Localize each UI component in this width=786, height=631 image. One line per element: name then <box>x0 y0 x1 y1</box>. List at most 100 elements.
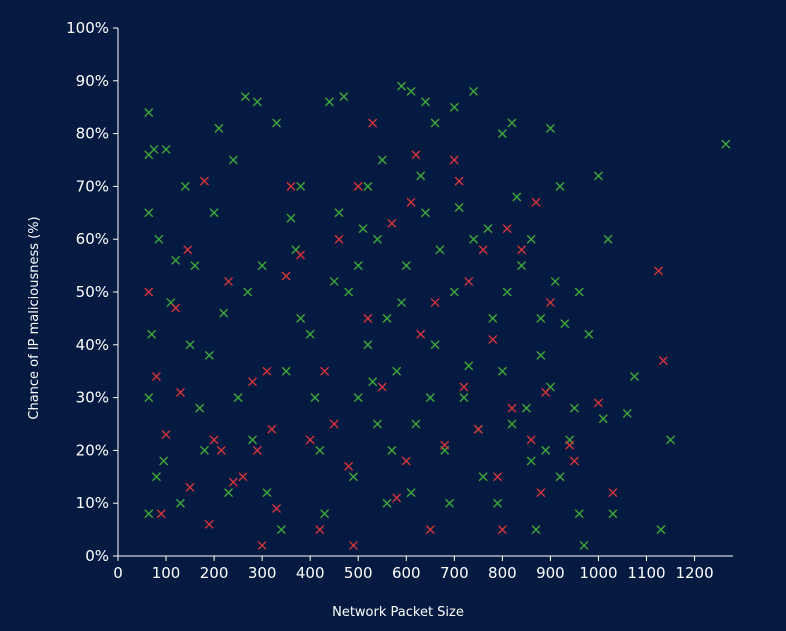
scatter-point <box>171 303 181 313</box>
scatter-point <box>579 540 589 550</box>
scatter-point <box>315 525 325 535</box>
scatter-point <box>252 445 262 455</box>
scatter-point <box>536 313 546 323</box>
scatter-point <box>459 382 469 392</box>
plot-marks <box>144 81 731 550</box>
y-axis-title: Chance of IP maliciousness (%) <box>27 216 42 419</box>
scatter-point <box>454 203 464 213</box>
scatter-point <box>151 472 161 482</box>
scatter-point <box>156 509 166 519</box>
scatter-point <box>144 393 154 403</box>
scatter-point <box>368 118 378 128</box>
scatter-point <box>329 419 339 429</box>
scatter-point <box>454 176 464 186</box>
y-tick-label: 60% <box>76 230 109 248</box>
scatter-point <box>666 435 676 445</box>
scatter-point <box>175 498 185 508</box>
scatter-point <box>536 488 546 498</box>
scatter-point <box>502 287 512 297</box>
scatter-point <box>449 287 459 297</box>
x-tick-label: 700 <box>440 564 469 582</box>
scatter-point <box>526 456 536 466</box>
scatter-point <box>478 245 488 255</box>
scatter-point <box>286 213 296 223</box>
scatter-point <box>372 234 382 244</box>
scatter-point <box>216 445 226 455</box>
scatter-point <box>421 208 430 218</box>
scatter-point <box>387 218 397 228</box>
scatter-point <box>401 261 411 271</box>
scatter-point <box>411 419 421 429</box>
scatter-point <box>469 234 479 244</box>
scatter-point <box>464 361 474 371</box>
scatter-point <box>296 313 306 323</box>
scatter-point <box>377 382 387 392</box>
scatter-point <box>144 509 154 519</box>
scatter-point <box>353 393 363 403</box>
scatter-point <box>521 403 531 413</box>
scatter-point <box>507 419 517 429</box>
x-tick-label: 300 <box>248 564 277 582</box>
scatter-point <box>531 197 541 207</box>
scatter-point <box>473 424 483 434</box>
scatter-point <box>315 445 325 455</box>
scatter-point <box>526 435 536 445</box>
scatter-point <box>550 276 560 286</box>
y-tick-label: 10% <box>76 494 109 512</box>
scatter-point <box>488 313 498 323</box>
scatter-point <box>658 356 668 366</box>
scatter-point <box>512 192 522 202</box>
y-tick-label: 50% <box>76 283 109 301</box>
scatter-point <box>497 366 507 376</box>
x-tick-label: 400 <box>296 564 325 582</box>
scatter-point <box>144 208 154 218</box>
scatter-point <box>267 424 277 434</box>
scatter-point <box>622 408 632 418</box>
scatter-point <box>536 350 546 360</box>
scatter-point <box>144 107 154 117</box>
scatter-point <box>252 97 262 107</box>
x-tick-label: 0 <box>113 564 123 582</box>
scatter-point <box>272 118 282 128</box>
scatter-point <box>497 129 507 139</box>
scatter-point <box>233 393 243 403</box>
scatter-point <box>144 287 154 297</box>
scatter-point <box>363 313 373 323</box>
scatter-point <box>228 155 238 165</box>
scatter-point <box>372 419 382 429</box>
scatter-point <box>281 366 291 376</box>
scatter-point <box>238 472 248 482</box>
scatter-point <box>183 245 193 255</box>
scatter-point <box>334 234 344 244</box>
scatter-point <box>320 366 330 376</box>
scatter-point <box>224 488 234 498</box>
scatter-point <box>497 525 507 535</box>
scatter-point <box>195 403 205 413</box>
scatter-point <box>526 234 536 244</box>
scatter-point <box>406 488 416 498</box>
scatter-point <box>310 393 320 403</box>
scatter-point <box>363 181 373 191</box>
scatter-point <box>555 181 565 191</box>
scatter-point <box>353 261 363 271</box>
scatter-point <box>598 414 608 424</box>
scatter-point <box>185 482 195 492</box>
scatter-point <box>199 176 209 186</box>
scatter-point <box>382 498 392 508</box>
scatter-point <box>541 445 551 455</box>
scatter-point <box>416 171 426 181</box>
scatter-point <box>185 340 195 350</box>
scatter-point <box>502 224 512 234</box>
scatter-point <box>387 445 397 455</box>
scatter-point <box>517 245 527 255</box>
scatter-point <box>161 430 171 440</box>
scatter-point <box>144 150 154 160</box>
x-axis-title: Network Packet Size <box>332 605 464 620</box>
scatter-point <box>517 261 527 271</box>
scatter-point <box>320 509 330 519</box>
scatter-point <box>507 118 517 128</box>
scatter-point <box>175 387 185 397</box>
scatter-point <box>459 393 469 403</box>
scatter-point <box>154 234 164 244</box>
